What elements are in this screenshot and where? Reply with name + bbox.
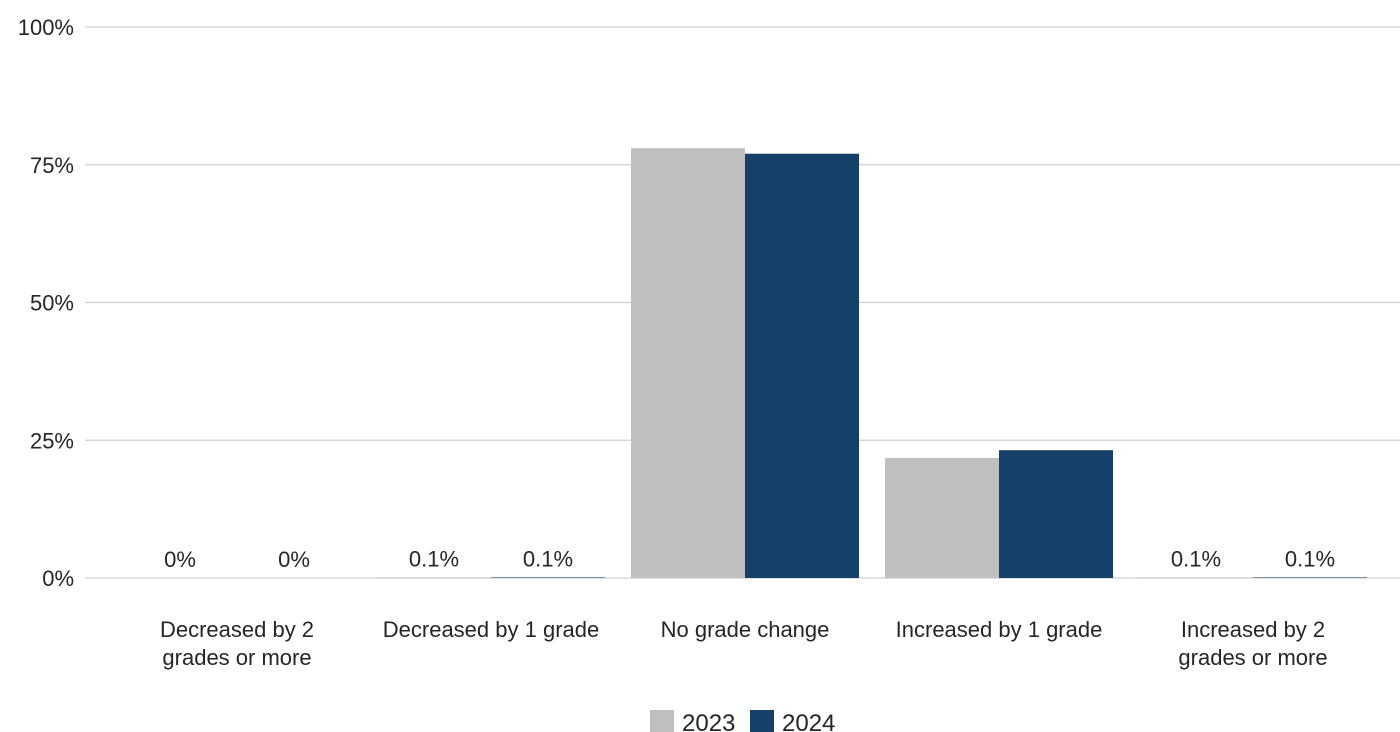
- data-label-2023-4: 0.1%: [1171, 546, 1221, 571]
- y-tick-label: 100%: [18, 15, 74, 40]
- bar-2024-4: [1253, 577, 1367, 578]
- bar-2023-4: [1139, 577, 1253, 578]
- data-label-2024-1: 0.1%: [523, 546, 573, 571]
- category-label-1: Decreased by 1 grade: [383, 617, 599, 642]
- data-labels: 0% 0% 0.1% 0.1% 0.1% 0.1%: [164, 546, 1335, 572]
- category-label-0: grades or more: [162, 645, 311, 670]
- bar-2024-2: [745, 153, 859, 579]
- y-axis-tick-labels: 0% 25% 50% 75% 100%: [18, 15, 74, 591]
- legend-label-2024: 2024: [782, 710, 835, 732]
- category-label-0: Decreased by 2: [160, 617, 314, 642]
- data-label-2023-1: 0.1%: [409, 546, 459, 571]
- legend-swatch-2024: [750, 710, 774, 732]
- y-tick-label: 50%: [30, 291, 74, 316]
- category-label-3: Increased by 1 grade: [896, 617, 1103, 642]
- data-label-2023-0: 0%: [164, 547, 196, 572]
- legend-label-2023: 2023: [682, 710, 735, 732]
- bar-2024-3: [999, 450, 1113, 578]
- y-tick-label: 0%: [42, 566, 74, 591]
- bar-2023-1: [377, 577, 491, 578]
- bar-2023-3: [885, 457, 999, 578]
- legend: 2023 2024: [650, 710, 835, 732]
- y-tick-label: 75%: [30, 153, 74, 178]
- bars: [377, 148, 1367, 579]
- data-label-2024-0: 0%: [278, 547, 310, 572]
- x-axis-category-labels: Decreased by 2 grades or more Decreased by…: [160, 617, 1328, 670]
- y-tick-label: 25%: [30, 428, 74, 453]
- data-label-2024-4: 0.1%: [1285, 546, 1335, 571]
- category-label-4: Increased by 2: [1181, 617, 1325, 642]
- bar-2024-1: [491, 577, 605, 578]
- bar-2023-2: [631, 148, 745, 578]
- legend-swatch-2023: [650, 710, 674, 732]
- category-label-4: grades or more: [1178, 645, 1327, 670]
- category-label-2: No grade change: [661, 617, 830, 642]
